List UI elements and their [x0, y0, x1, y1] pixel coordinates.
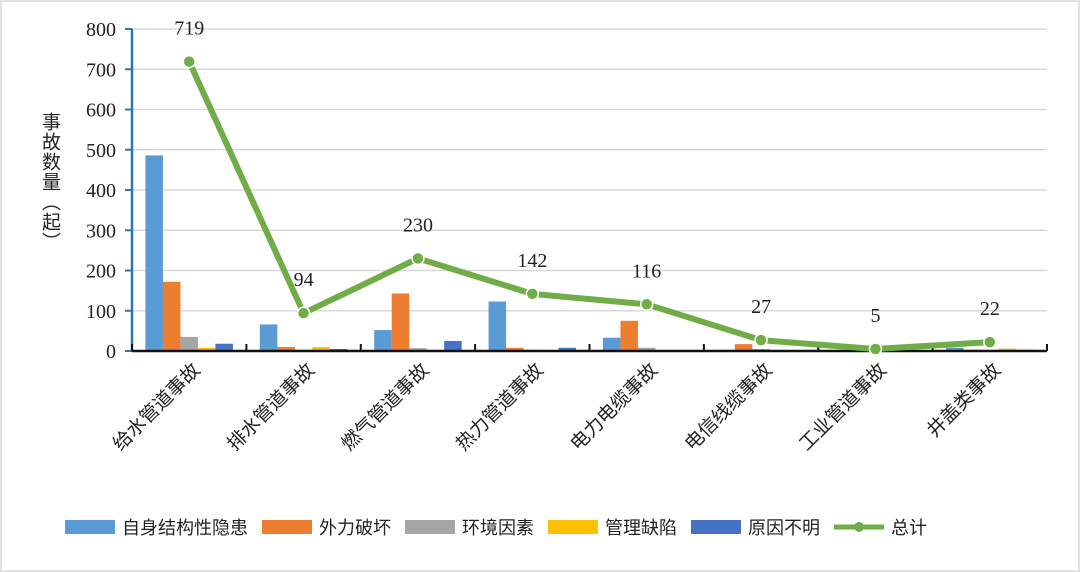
- bar-0-0: [145, 155, 163, 351]
- data-label: 27: [751, 296, 771, 318]
- data-label: 116: [632, 260, 661, 282]
- bar-2-0: [180, 336, 198, 351]
- total-point: [182, 54, 196, 69]
- legend-swatch: [691, 520, 741, 534]
- data-label: 230: [403, 214, 433, 236]
- legend-swatch: [262, 520, 312, 534]
- total-point: [296, 306, 311, 320]
- bar-4-0: [215, 343, 233, 351]
- legend-label: 外力破坏: [319, 518, 391, 539]
- y-tick-label: 600: [86, 100, 116, 122]
- y-tick-label: 300: [86, 220, 116, 242]
- bar-1-5: [734, 344, 753, 351]
- data-label: 719: [174, 18, 204, 40]
- y-tick-label: 500: [86, 140, 116, 162]
- total-point: [639, 297, 654, 312]
- y-axis-title: 事故数量（起）: [39, 112, 61, 252]
- data-label: 142: [517, 250, 547, 272]
- bar-3-0: [197, 347, 216, 351]
- bar-0-4: [602, 337, 621, 351]
- legend-label: 环境因素: [462, 518, 534, 539]
- total-point: [411, 251, 425, 266]
- bar-4-3: [558, 347, 577, 351]
- legend-label: 管理缺陷: [605, 518, 677, 539]
- legend-swatch: [548, 520, 598, 534]
- bar-2-2: [409, 348, 427, 351]
- total-point: [754, 333, 768, 347]
- legend-marker: [854, 522, 864, 532]
- legend-label: 自身结构性隐患: [122, 518, 248, 539]
- bar-1-0: [162, 281, 181, 351]
- bar-0-3: [488, 301, 507, 351]
- bar-3-1: [312, 346, 330, 351]
- data-label: 94: [294, 269, 314, 291]
- total-point: [983, 335, 997, 349]
- legend-label: 原因不明: [748, 518, 820, 539]
- y-tick-label: 100: [86, 301, 116, 323]
- legend-label: 总计: [891, 518, 927, 539]
- bar-0-1: [259, 324, 278, 351]
- bar-1-3: [506, 347, 524, 351]
- y-tick-label: 200: [86, 261, 116, 283]
- y-tick-label: 700: [86, 59, 116, 81]
- y-tick-label: 400: [86, 180, 116, 202]
- bar-1-2: [391, 293, 410, 351]
- bar-4-2: [444, 340, 462, 351]
- bar-1-4: [620, 320, 638, 351]
- bar-1-1: [277, 346, 295, 351]
- legend-swatch: [65, 520, 115, 534]
- data-label: 22: [980, 298, 1000, 320]
- total-point: [868, 342, 883, 356]
- total-line: [186, 60, 990, 352]
- bar-0-2: [374, 330, 392, 351]
- total-point: [525, 287, 540, 301]
- y-tick-label: 0: [106, 341, 116, 363]
- data-label: 5: [870, 305, 880, 327]
- y-tick-label: 800: [86, 19, 116, 41]
- bar-2-4: [637, 347, 656, 351]
- bar-0-7: [946, 347, 964, 351]
- legend-swatch: [405, 520, 455, 534]
